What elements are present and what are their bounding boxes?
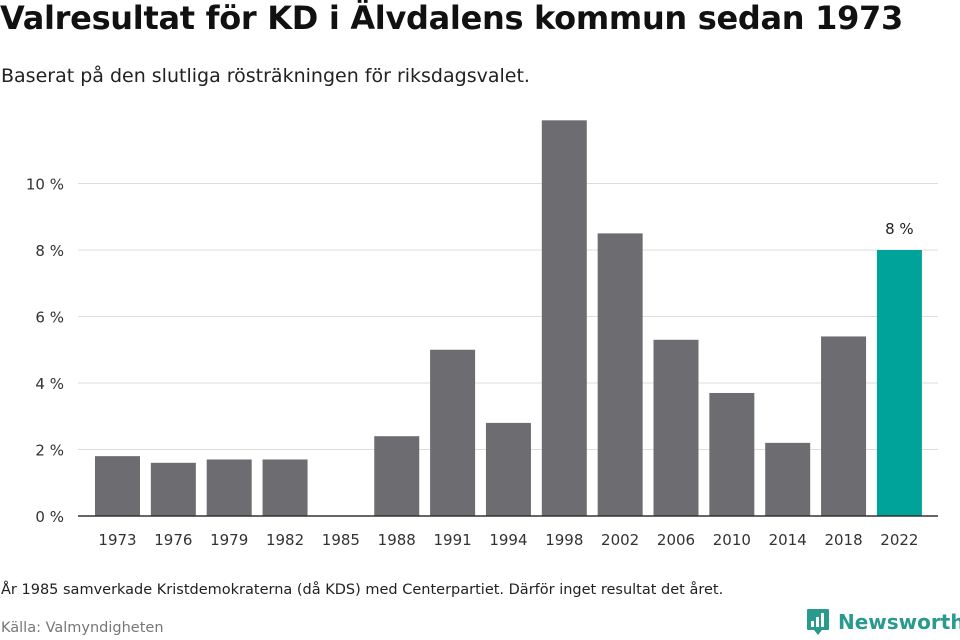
- x-tick-label: 1982: [266, 531, 304, 549]
- bar-2014: [765, 442, 811, 516]
- bar-1973: [95, 456, 140, 516]
- bar-2002: [597, 233, 643, 516]
- y-tick-label: 10 %: [26, 176, 64, 194]
- x-tick-label: 1994: [489, 531, 527, 549]
- x-tick-label: 2006: [657, 531, 695, 549]
- footnote: År 1985 samverkade Kristdemokraterna (då…: [1, 582, 724, 598]
- brand-logo[interactable]: Newsworthy: [806, 606, 960, 638]
- newsworthy-logo-icon: [807, 609, 829, 635]
- bar-1982: [262, 459, 308, 516]
- x-tick-label: 2002: [601, 531, 639, 549]
- y-tick-label: 0 %: [35, 508, 64, 526]
- source-note: Källa: Valmyndigheten: [1, 620, 164, 636]
- labels: 0 % 2 % 4 % 6 % 8 % 10 % 1973 1976 1979 1982 1985 1…: [26, 176, 919, 550]
- x-tick-label: 1976: [154, 531, 192, 549]
- bar-1979: [206, 459, 252, 516]
- bar-1994: [485, 422, 531, 516]
- y-tick-label: 2 %: [35, 442, 64, 460]
- x-tick-label: 2014: [769, 531, 807, 549]
- bar-1998: [541, 120, 587, 516]
- bar-1991: [430, 349, 476, 516]
- x-tick-label: 2010: [713, 531, 751, 549]
- bar-2018: [821, 336, 867, 516]
- bar-1976: [150, 462, 196, 516]
- x-tick-label: 1998: [545, 531, 583, 549]
- x-tick-label: 1973: [98, 531, 136, 549]
- x-tick-label: 2022: [880, 531, 918, 549]
- bar-2010: [709, 392, 755, 516]
- x-tick-label: 1979: [210, 531, 248, 549]
- data-label-2022: 8 %: [885, 220, 914, 238]
- y-tick-label: 8 %: [35, 242, 64, 260]
- chart-title: Valresultat för KD i Älvdalens kommun se…: [0, 0, 903, 37]
- y-tick-label: 4 %: [35, 375, 64, 393]
- grid-lines: [78, 183, 938, 450]
- x-tick-label: 1988: [378, 531, 416, 549]
- x-tick-label: 2018: [824, 531, 862, 549]
- chart-subtitle: Baserat på den slutliga rösträkningen fö…: [1, 65, 530, 87]
- brand-name: Newsworthy: [838, 610, 960, 634]
- x-tick-label: 1991: [434, 531, 472, 549]
- bar-1988: [374, 436, 420, 516]
- y-tick-label: 6 %: [35, 309, 64, 327]
- bar-2006: [653, 339, 699, 516]
- bars: [95, 120, 922, 516]
- bar-2022: [876, 250, 922, 516]
- x-tick-label: 1985: [322, 531, 360, 549]
